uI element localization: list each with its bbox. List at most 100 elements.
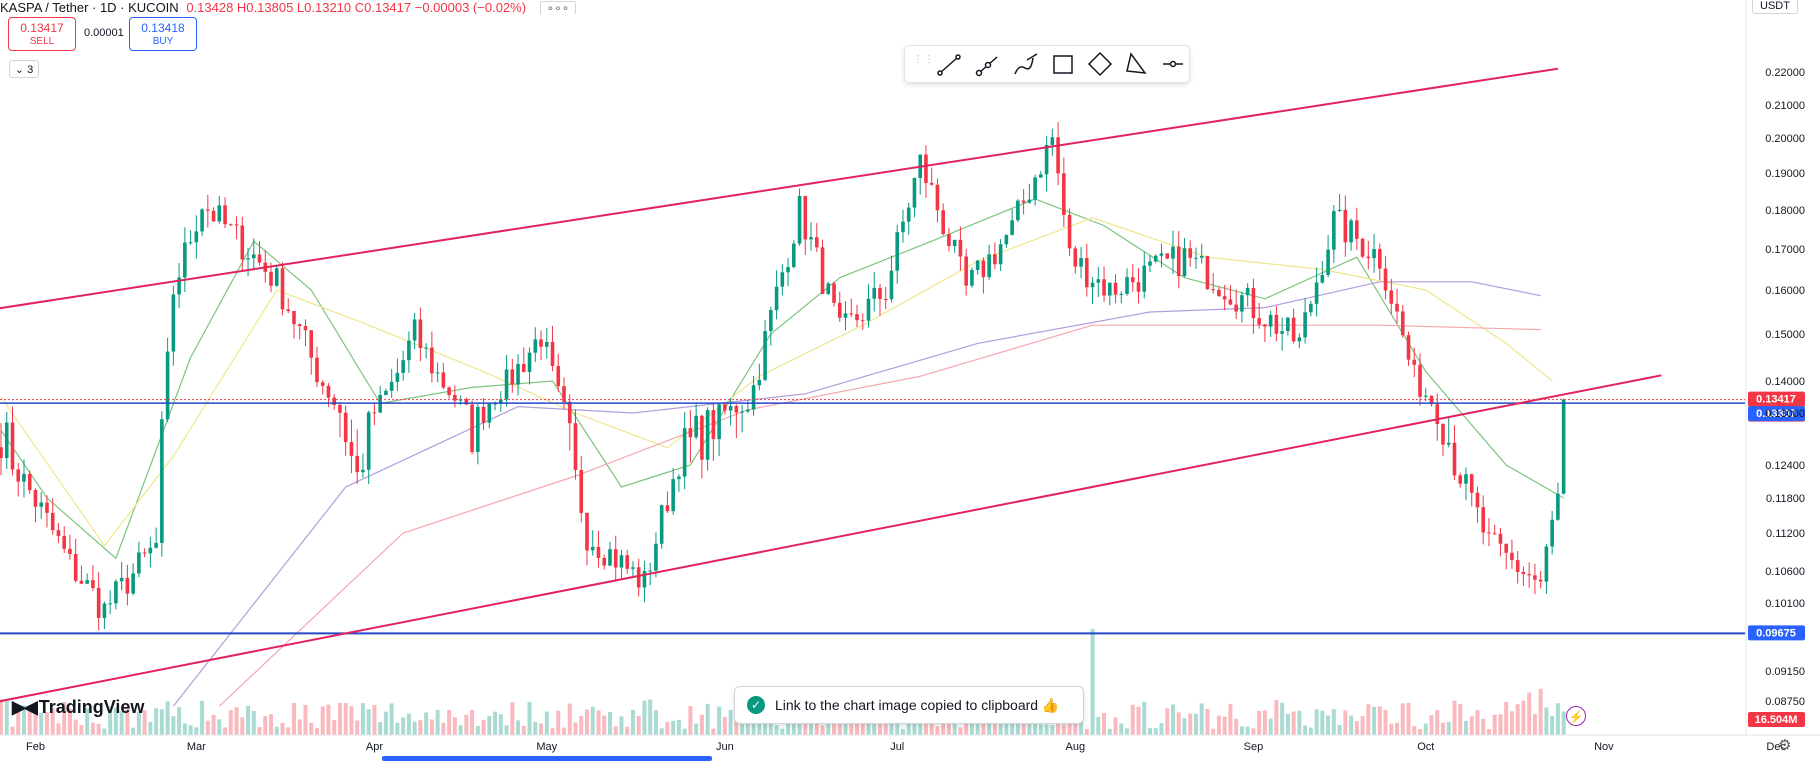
candle [148,536,153,568]
volume-bar [1268,718,1273,735]
volume-bar [0,699,3,735]
rectangle-icon[interactable] [1053,55,1073,74]
time-axis[interactable]: Feb Mar Apr May Jun Jul Aug Sep Oct Nov Dec [0,734,1820,753]
candle [1188,240,1193,267]
candle [1475,486,1480,523]
candle-body [1142,265,1147,292]
candle [1487,517,1491,547]
volume-bar [73,719,78,735]
price-tick-label: 0.21000 [1765,100,1805,112]
candle-body [544,341,549,347]
volume-bar [1435,710,1440,735]
candle-body [866,298,871,321]
candle [131,563,135,596]
volume-bar [722,716,727,735]
candle-body [338,404,342,413]
candle [832,281,836,307]
currency-selector[interactable]: USDT [1752,0,1798,14]
buy-button[interactable]: 0.13418 BUY [129,17,197,51]
price-axis[interactable]: 0.22000 0.21000 0.20000 0.19000 0.18000 0.170… [1745,0,1805,735]
trend-line-icon[interactable] [937,54,961,76]
candle-body [1406,335,1411,360]
brush-icon[interactable] [1014,53,1038,75]
candle [1556,482,1560,521]
candle-body [1309,303,1313,313]
candle-body [286,309,291,311]
volume-bar [1406,702,1411,735]
triangle-icon[interactable] [1126,52,1147,74]
candle-body [826,283,831,295]
volume-bar [412,721,417,735]
volume-bar [1222,716,1227,735]
channel-lines[interactable] [0,67,1662,704]
candle-body [211,210,216,222]
candle-body [556,365,561,387]
volume-bar [837,721,842,735]
candle-body [981,260,986,278]
sell-button[interactable]: 0.13417 SELL [8,17,76,51]
candle [820,239,825,295]
volume-bar [1475,710,1480,735]
volume-bar [1038,724,1043,735]
symbol-title[interactable]: KASPA / Tether · 1D · KUCOIN [0,0,179,14]
time-scrollbar[interactable] [382,756,712,761]
volume-bar [27,705,32,735]
volume-bar [740,724,745,735]
candle [297,323,302,340]
more-icon[interactable]: ∘∘∘ [539,1,577,14]
candle [1498,528,1503,557]
candle [303,319,308,347]
volume-bar [280,722,285,735]
lightning-icon[interactable]: ⚡ [1566,706,1586,726]
candle-body [711,410,716,440]
indicators-toggle[interactable]: ⌄ 3 [9,60,39,78]
clipboard-toast[interactable]: ✓ Link to the chart image copied to clip… [734,686,1084,724]
volume-bar [269,714,274,735]
volume-bar [1469,716,1474,735]
volume-bar [177,707,182,735]
volume-bar [1176,712,1181,735]
volume-bar [326,704,331,735]
volume-bar [424,712,429,735]
candle-body [855,314,859,321]
candle-body [642,571,647,588]
candle [1435,393,1440,441]
candle-body [435,372,440,374]
candle [1130,264,1135,292]
candle-body [941,210,945,235]
candle [487,402,492,429]
volume-bar [952,716,957,735]
candle [792,240,796,269]
candle [0,423,3,476]
candle [1228,285,1233,306]
candle [286,298,291,314]
candle-body [1515,560,1520,572]
horizontal-ray-icon[interactable] [1163,60,1183,68]
candle [1205,255,1210,290]
candle-body [1337,209,1342,212]
candle-body [407,340,411,361]
candle-body [912,178,917,208]
volume-bar [125,706,130,735]
candle [194,215,199,259]
support-badge-bg [1748,625,1805,641]
blue-level-badge-bg [1748,406,1805,422]
candle-body [1355,220,1359,239]
candle [682,412,687,490]
candle [631,561,635,577]
candle [1257,302,1261,329]
candle [320,379,325,395]
ray-icon[interactable] [975,56,998,77]
candle-body [1194,257,1198,259]
path-icon[interactable] [1087,51,1113,77]
gear-icon[interactable]: ⚙ [1778,737,1792,754]
volume-bar [406,713,411,735]
candle-body [303,326,308,331]
candle-body [315,357,319,383]
drawing-toolbar[interactable]: ⋮⋮ [904,45,1190,83]
volume-bar [1418,728,1423,735]
candle-body [1412,359,1417,365]
volume-bar [694,723,699,735]
